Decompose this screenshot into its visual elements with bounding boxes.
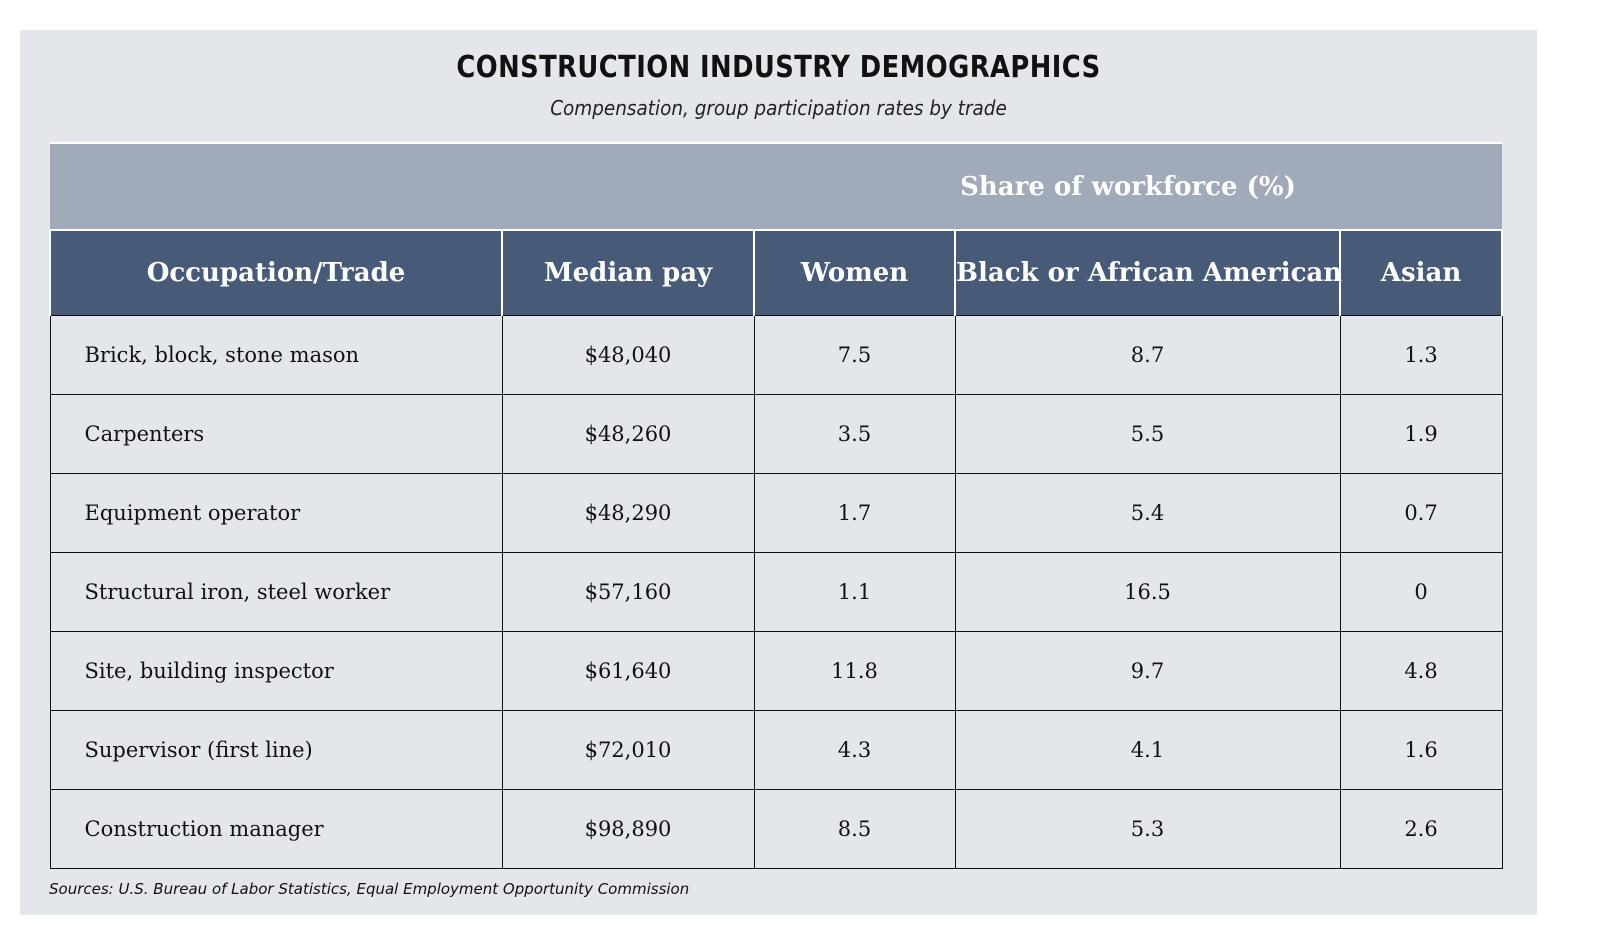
- chart-panel: CONSTRUCTION INDUSTRY DEMOGRAPHICS Compe…: [20, 30, 1537, 915]
- table-row: Carpenters $48,260 3.5 5.5 1.9: [49, 394, 1503, 474]
- cell-women: 1.7: [753, 473, 956, 553]
- cell-women: 4.3: [753, 710, 956, 790]
- cell-asian: 0.7: [1339, 473, 1503, 553]
- source-note: Sources: U.S. Bureau of Labor Statistics…: [49, 880, 690, 898]
- cell-median-pay: $98,890: [501, 789, 755, 869]
- demographics-table: Share of workforce (%) Occupation/Trade …: [49, 142, 1504, 869]
- cell-median-pay: $57,160: [501, 552, 755, 632]
- column-header-women: Women: [753, 229, 956, 316]
- table-row: Structural iron, steel worker $57,160 1.…: [49, 552, 1503, 632]
- cell-median-pay: $61,640: [501, 631, 755, 711]
- cell-trade: Equipment operator: [49, 473, 503, 553]
- chart-title: CONSTRUCTION INDUSTRY DEMOGRAPHICS: [456, 50, 1101, 85]
- cell-black: 9.7: [954, 631, 1341, 711]
- cell-women: 8.5: [753, 789, 956, 869]
- cell-black: 16.5: [954, 552, 1341, 632]
- column-header-trade: Occupation/Trade: [49, 229, 503, 316]
- column-header-asian: Asian: [1338, 229, 1504, 316]
- group-header-row: Share of workforce (%): [50, 142, 1503, 230]
- cell-black: 5.4: [954, 473, 1341, 553]
- cell-median-pay: $48,040: [501, 315, 755, 395]
- chart-subtitle: Compensation, group participation rates …: [550, 96, 1007, 120]
- column-header-row: Occupation/Trade Median pay Women Black …: [49, 229, 1504, 316]
- cell-black: 4.1: [954, 710, 1341, 790]
- cell-black: 8.7: [954, 315, 1341, 395]
- cell-black: 5.3: [954, 789, 1341, 869]
- cell-women: 1.1: [753, 552, 956, 632]
- cell-trade: Carpenters: [49, 394, 503, 474]
- cell-trade: Structural iron, steel worker: [49, 552, 503, 632]
- cell-asian: 1.3: [1339, 315, 1503, 395]
- group-header-label: Share of workforce (%): [754, 142, 1503, 230]
- cell-asian: 2.6: [1339, 789, 1503, 869]
- cell-women: 3.5: [753, 394, 956, 474]
- cell-black: 5.5: [954, 394, 1341, 474]
- column-header-black: Black or African American: [954, 229, 1342, 316]
- column-header-median-pay: Median pay: [501, 229, 755, 316]
- cell-trade: Construction manager: [49, 789, 503, 869]
- cell-women: 7.5: [753, 315, 956, 395]
- cell-median-pay: $72,010: [501, 710, 755, 790]
- group-header-spacer: [50, 142, 754, 230]
- cell-asian: 4.8: [1339, 631, 1503, 711]
- cell-asian: 1.6: [1339, 710, 1503, 790]
- cell-median-pay: $48,260: [501, 394, 755, 474]
- cell-trade: Site, building inspector: [49, 631, 503, 711]
- table-row: Construction manager $98,890 8.5 5.3 2.6: [49, 789, 1503, 869]
- table-row: Equipment operator $48,290 1.7 5.4 0.7: [49, 473, 1503, 553]
- cell-trade: Brick, block, stone mason: [49, 315, 503, 395]
- cell-women: 11.8: [753, 631, 956, 711]
- cell-median-pay: $48,290: [501, 473, 755, 553]
- cell-trade: Supervisor (first line): [49, 710, 503, 790]
- table-row: Brick, block, stone mason $48,040 7.5 8.…: [49, 315, 1503, 395]
- table-row: Supervisor (first line) $72,010 4.3 4.1 …: [49, 710, 1503, 790]
- table-row: Site, building inspector $61,640 11.8 9.…: [49, 631, 1503, 711]
- cell-asian: 1.9: [1339, 394, 1503, 474]
- cell-asian: 0: [1339, 552, 1503, 632]
